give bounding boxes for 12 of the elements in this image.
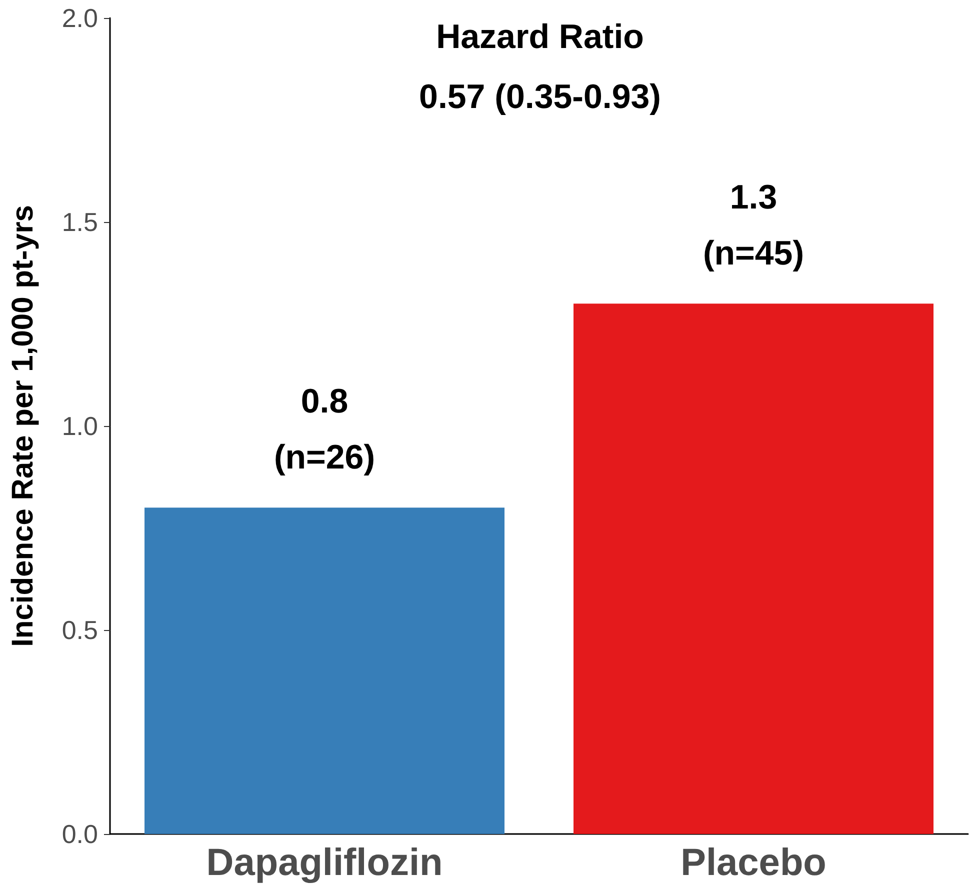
x-tick-label: Placebo [680, 842, 826, 884]
annotation: Hazard Ratio [436, 18, 644, 56]
annotation: 0.57 (0.35-0.93) [419, 78, 661, 116]
y-tick-label: 1.5 [62, 207, 98, 237]
y-tick-label: 0.5 [62, 615, 98, 645]
data-label: 1.3 (n=45) [702, 178, 804, 273]
x-tick-label: Dapagliflozin [206, 842, 443, 884]
data-label: 0.8 (n=26) [274, 382, 376, 477]
y-tick-label: 0.0 [62, 819, 98, 849]
y-tick-label: 2.0 [62, 3, 98, 33]
y-tick-label: 1.0 [62, 411, 98, 441]
y-axis-title: Incidence Rate per 1,000 pt-yrs [6, 205, 40, 647]
